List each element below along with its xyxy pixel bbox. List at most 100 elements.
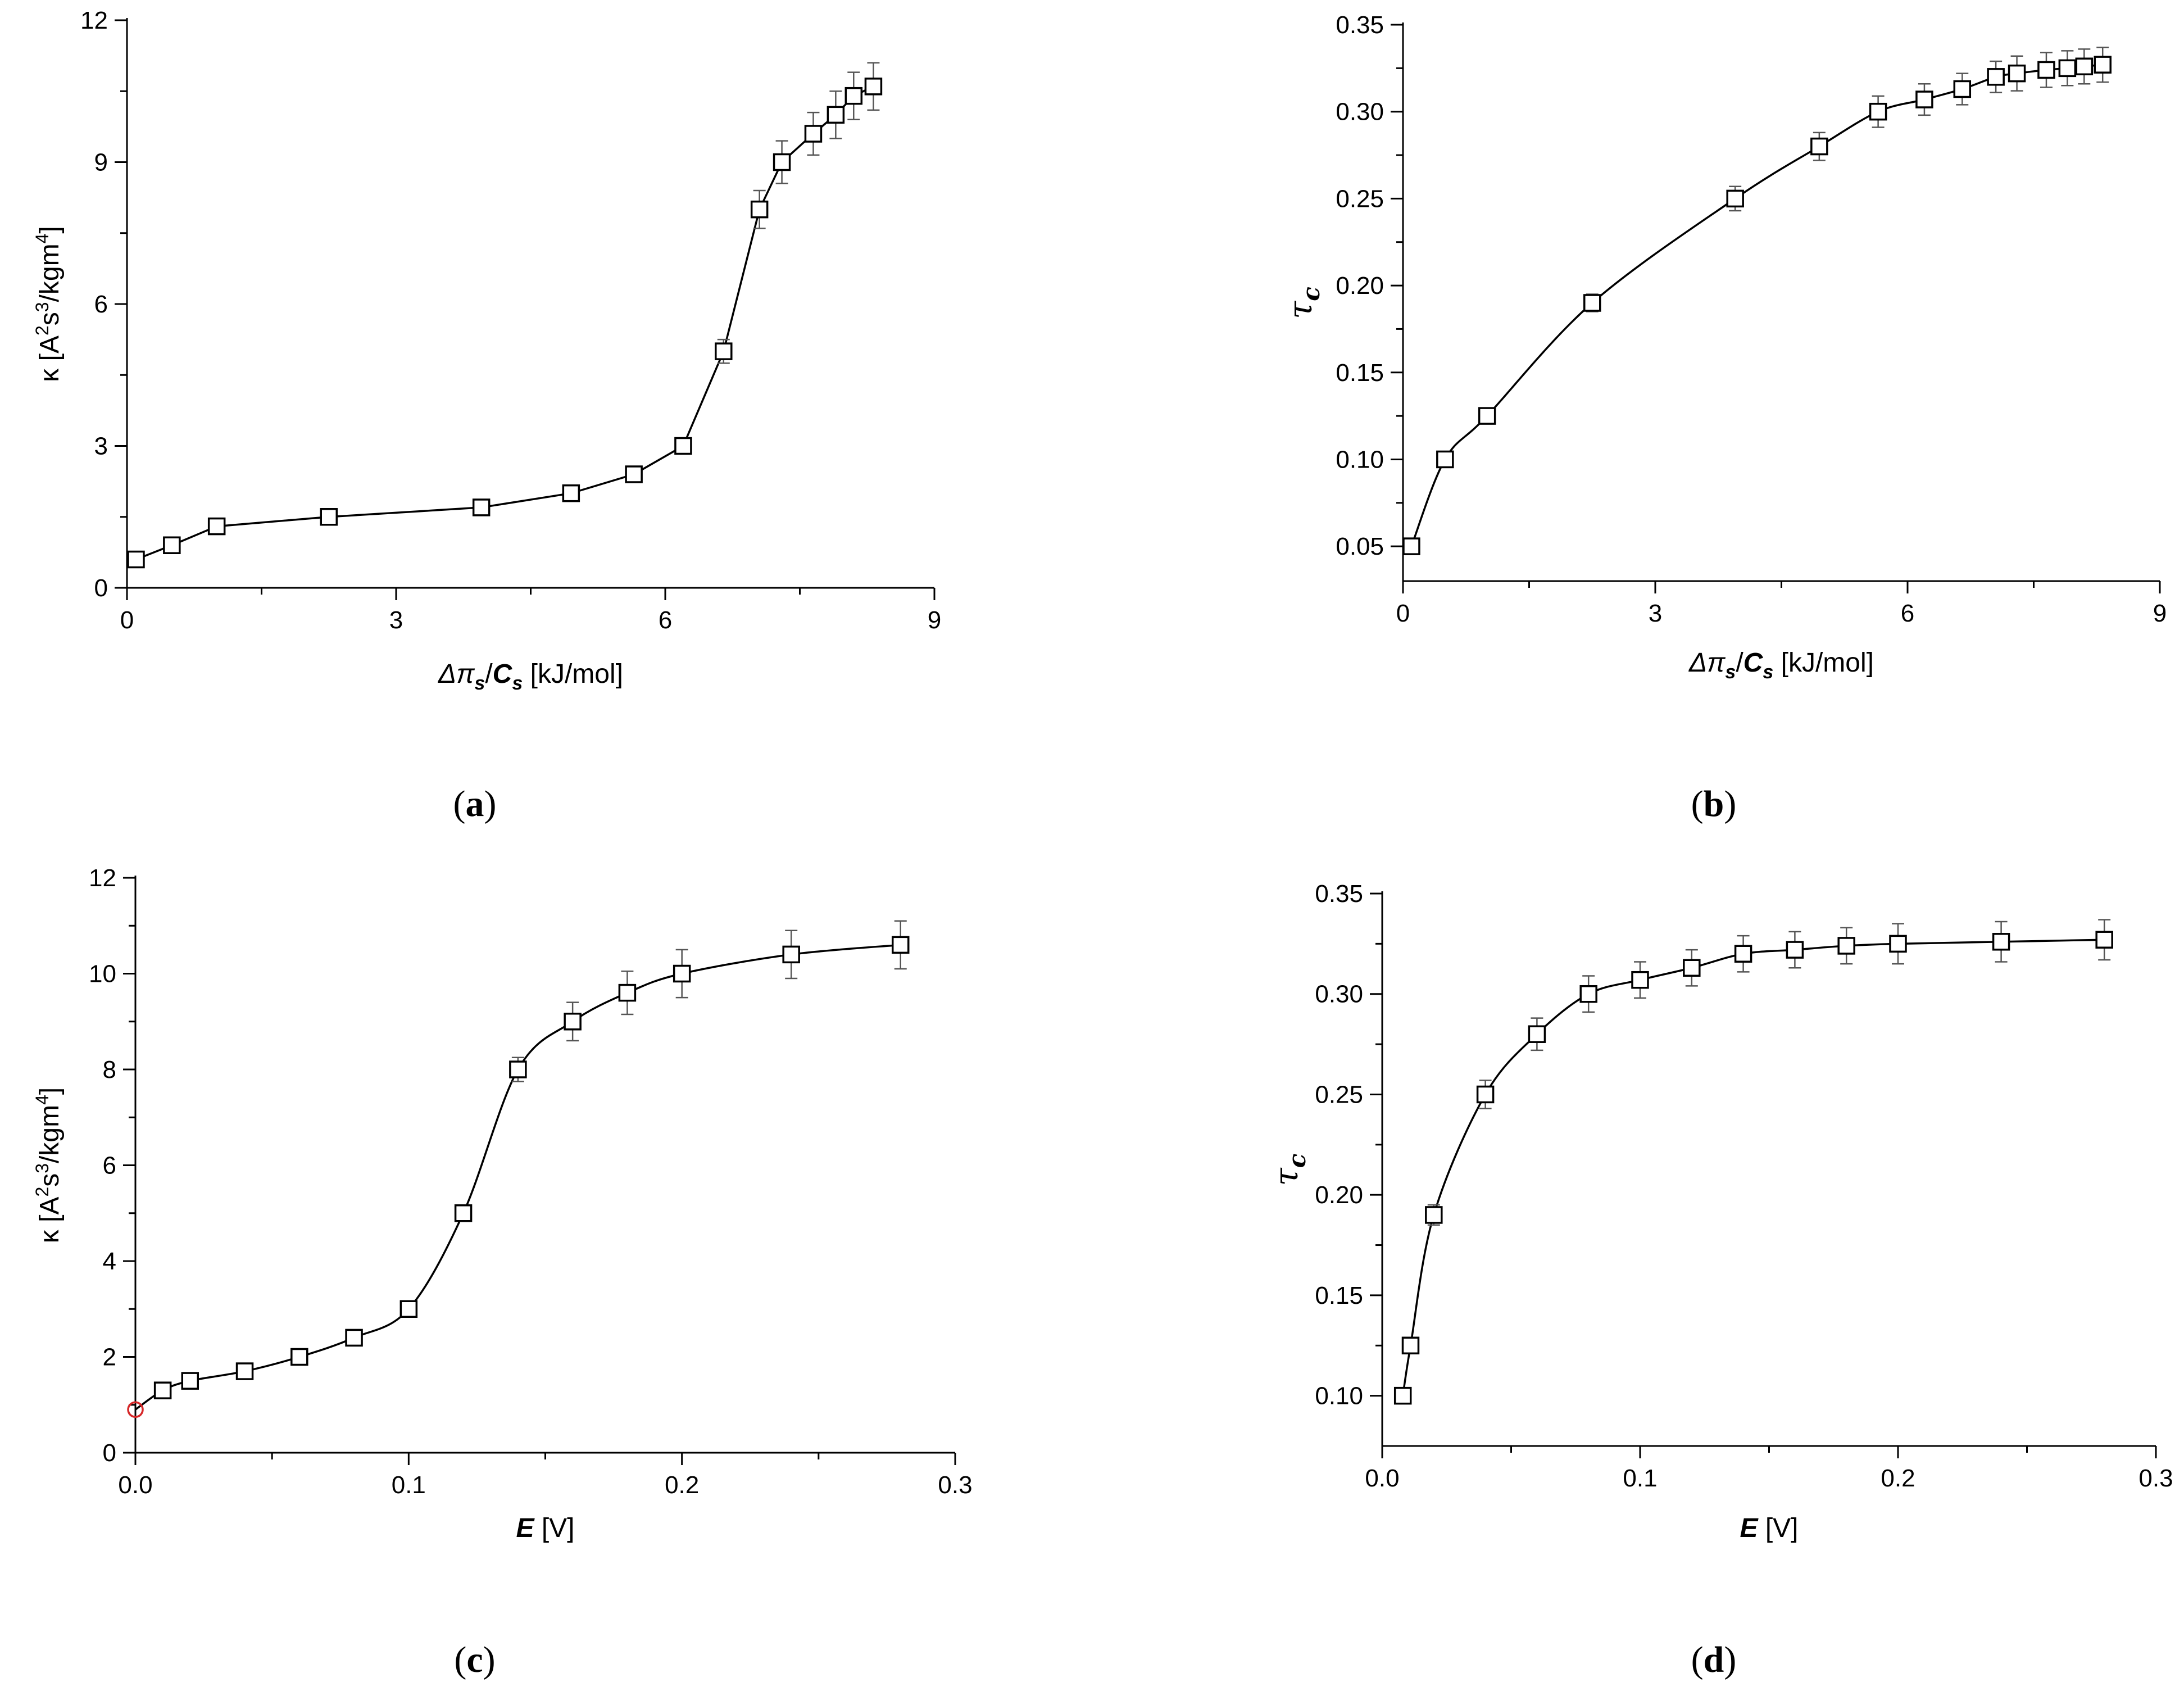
y-tick-label: 3 (94, 433, 108, 460)
data-point (1726, 189, 1744, 208)
data-point (1953, 80, 1972, 98)
y-tick-label: 4 (103, 1248, 116, 1275)
data-point (1810, 137, 1828, 156)
data-point (509, 1060, 527, 1078)
data-point (1425, 1206, 1443, 1224)
x-tick-label: 0.2 (665, 1471, 699, 1499)
x-tick-label: 0 (120, 606, 134, 634)
y-tick-label: 0.25 (1336, 185, 1384, 212)
data-point (1869, 102, 1887, 121)
data-point (454, 1204, 473, 1222)
data-point (1992, 933, 2010, 951)
data-point (207, 517, 226, 536)
series-line (135, 85, 874, 561)
y-tick-label: 0.05 (1336, 533, 1384, 560)
data-point (1528, 1025, 1546, 1043)
data-point (1987, 68, 2005, 86)
x-tick-label: 0.1 (392, 1471, 426, 1499)
x-tick-label: 0.0 (1365, 1465, 1399, 1492)
x-tick-label: 9 (928, 606, 941, 634)
y-axis-label: κ [A2s3/kgm4] (32, 1087, 65, 1243)
data-point (891, 936, 910, 954)
x-tick-label: 6 (659, 606, 672, 634)
data-point (1786, 941, 1804, 959)
series-line (1401, 939, 2105, 1396)
x-tick-label: 0.2 (1881, 1465, 1915, 1492)
data-point (864, 78, 883, 96)
data-point (1579, 985, 1597, 1003)
y-axis-label: τc (1281, 287, 1325, 319)
y-tick-label: 12 (89, 864, 116, 892)
y-tick-label: 10 (89, 960, 116, 988)
x-tick-label: 3 (389, 606, 403, 634)
panel-label: (d) (1691, 1639, 1737, 1680)
data-point (181, 1372, 199, 1390)
data-point (1583, 294, 1601, 312)
data-point (1734, 945, 1752, 963)
data-point (715, 342, 733, 360)
data-point (153, 1381, 172, 1399)
data-point (827, 106, 845, 124)
data-point (1683, 959, 1701, 977)
data-point (345, 1329, 363, 1347)
y-axis-label: κ [A2s3/kgm4] (32, 226, 65, 382)
data-point (750, 200, 769, 219)
data-point (782, 945, 800, 964)
x-tick-label: 0.1 (1623, 1465, 1657, 1492)
y-axis-label: τc (1267, 1154, 1311, 1186)
data-point (1631, 971, 1649, 989)
data-point (2094, 56, 2112, 74)
y-tick-label: 0.35 (1315, 880, 1363, 908)
y-tick-label: 9 (94, 149, 108, 176)
data-point (2058, 59, 2077, 78)
x-tick-label: 0.3 (2138, 1465, 2173, 1492)
x-axis-label: E [V] (516, 1513, 574, 1543)
y-tick-label: 0 (94, 574, 108, 602)
data-point (399, 1300, 418, 1318)
data-point (290, 1348, 308, 1366)
data-point (1478, 407, 1496, 425)
data-point (844, 87, 863, 105)
y-tick-label: 0.25 (1315, 1081, 1363, 1108)
chart-panel-d: 0.0 0.1 0.2 0.3 0.10 0.15 0.20 0.25 0.30 0.35 E [V… (1267, 880, 2173, 1680)
data-point (2075, 57, 2094, 75)
chart-panel-b: 0 3 6 9 0.05 0.10 0.15 0.20 0.25 0.30 0.35 Δπs/Cs [… (1281, 11, 2167, 824)
panel-label: (c) (454, 1639, 495, 1680)
y-tick-label: 0.20 (1315, 1181, 1363, 1209)
data-point (564, 1013, 582, 1031)
y-tick-label: 0.15 (1315, 1282, 1363, 1309)
x-axis-label: Δπs/Cs [kJ/mol] (438, 659, 623, 694)
y-tick-label: 0.35 (1336, 11, 1384, 39)
y-tick-label: 0.20 (1336, 272, 1384, 300)
y-tick-label: 0.15 (1336, 359, 1384, 387)
y-tick-label: 0.10 (1336, 446, 1384, 473)
data-point (618, 983, 637, 1002)
y-tick-label: 12 (80, 7, 108, 34)
y-tick-label: 8 (103, 1056, 116, 1083)
data-point (163, 536, 181, 554)
series-line (1410, 64, 2103, 547)
data-point (235, 1362, 254, 1380)
data-point (472, 498, 491, 516)
data-point (1837, 937, 1855, 955)
data-point (2008, 64, 2026, 83)
chart-panel-c: 0.0 0.1 0.2 0.3 0 2 4 6 8 10 12 E [V] κ [A2s3/kgm4] (… (32, 864, 973, 1680)
data-point (1476, 1085, 1495, 1104)
data-point (320, 508, 338, 526)
panel-label: (a) (453, 783, 497, 824)
x-axis-label: E [V] (1740, 1513, 1798, 1543)
x-tick-label: 0 (1396, 600, 1410, 627)
data-point (625, 465, 643, 483)
data-point (674, 437, 692, 455)
y-tick-label: 6 (103, 1152, 116, 1180)
series-line (134, 944, 901, 1411)
data-point (1402, 537, 1420, 555)
x-axis-label: Δπs/Cs [kJ/mol] (1688, 648, 1874, 683)
panel-label: (b) (1691, 783, 1737, 824)
data-point (804, 125, 823, 143)
y-tick-label: 0.30 (1336, 98, 1384, 126)
data-point (1889, 935, 1907, 953)
y-tick-label: 0 (103, 1439, 116, 1467)
data-point (1915, 90, 1933, 108)
